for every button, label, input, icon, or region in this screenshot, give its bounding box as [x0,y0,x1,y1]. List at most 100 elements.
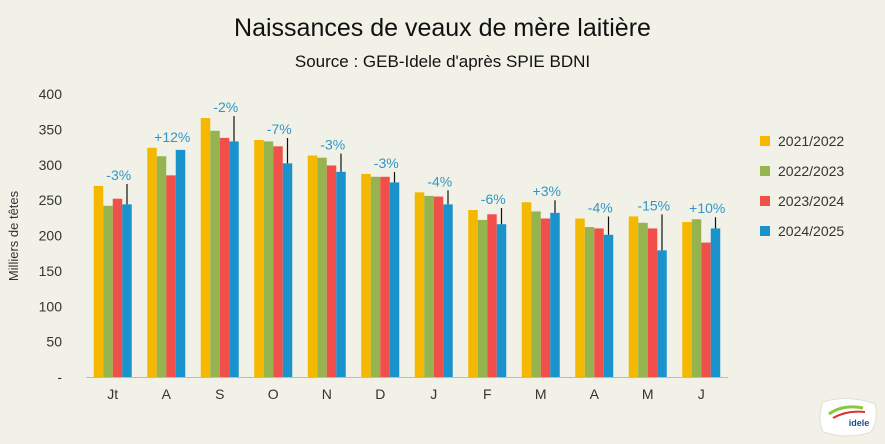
y-axis-title: Milliers de têtes [6,190,21,281]
bar-2023-2024 [273,146,283,377]
bar-2022-2023 [263,141,274,377]
y-tick-label: 250 [39,192,63,208]
bar-2022-2023 [156,156,167,377]
bar-2022-2023 [531,211,541,377]
legend-label: 2021/2022 [778,133,844,149]
legend-label: 2023/2024 [778,193,844,209]
bar-2021-2022 [361,173,371,377]
x-tick-label: F [483,386,492,402]
bar-2021-2022 [414,192,425,377]
chart-title: Naissances de veaux de mère laitière [234,14,651,42]
x-tick-label: D [375,386,385,402]
x-tick-label: M [642,386,654,402]
bar-2021-2022 [521,202,532,377]
bar-2023-2024 [594,228,604,377]
bar-2022-2023 [691,219,702,377]
bar-2024-2025 [710,228,721,377]
bar-2022-2023 [477,219,488,377]
bar-2024-2025 [603,234,614,377]
bar-2021-2022 [682,222,692,377]
percent-change-label: +12% [154,129,190,145]
percent-change-label: -2% [213,99,238,115]
bar-2022-2023 [584,227,595,377]
bar-2022-2023 [370,176,381,377]
percent-change-label: +10% [689,200,725,216]
bar-2021-2022 [254,139,264,377]
legend: 2021/2022 2022/2023 2023/2024 2024/2025 [760,133,844,239]
y-tick-label: 50 [46,334,62,350]
percent-change-label: -4% [588,200,613,216]
legend-label: 2022/2023 [778,163,844,179]
x-axis: Jt A S O N D J F M A M J [86,377,728,402]
bar-2023-2024 [380,176,390,377]
bar-2022-2023 [103,205,113,377]
x-tick-label: J [430,386,437,402]
idele-logo: idele [815,396,881,438]
percent-change-label: +3% [533,183,561,199]
legend-swatch [760,136,770,146]
bar-2022-2023 [317,157,327,377]
bar-2021-2022 [93,185,104,377]
logo-text: idele [849,418,870,428]
x-tick-label: N [322,386,332,402]
bar-2024-2025 [550,212,560,377]
bar-2024-2025 [336,171,346,377]
y-tick-label: 100 [39,298,63,314]
x-tick-label: S [215,386,224,402]
bar-2021-2022 [468,210,478,377]
y-tick-label: 150 [39,263,63,279]
percent-change-label: -4% [427,173,452,189]
legend-label: 2024/2025 [778,223,844,239]
chart-subtitle: Source : GEB-Idele d'après SPIE BDNI [294,52,591,71]
bar-2024-2025 [496,224,507,377]
y-tick-label: - [57,369,62,385]
x-tick-label: M [535,386,547,402]
percent-change-label: -7% [267,121,292,137]
bar-2023-2024 [487,214,497,377]
bar-2023-2024 [433,196,444,377]
x-tick-label: A [162,386,172,402]
bar-2023-2024 [219,137,230,377]
x-tick-label: O [268,386,279,402]
bar-2022-2023 [424,195,434,377]
legend-swatch [760,166,770,176]
bar-2021-2022 [628,216,639,377]
bar-2022-2023 [210,130,220,377]
bars [93,118,721,378]
bar-2021-2022 [147,147,157,377]
bar-2021-2022 [307,155,318,377]
annotations: -3% +12% -2% -7% -3% -3% -4% -6% +3% -4% -15% +10% [106,99,725,251]
x-tick-label: Jt [107,386,118,402]
bar-2021-2022 [575,218,585,377]
y-axis: - 50 100 150 200 250 300 350 400 [39,86,63,385]
bar-2021-2022 [200,118,211,378]
bar-2022-2023 [638,222,648,377]
percent-change-label: -3% [320,137,345,153]
y-tick-label: 300 [39,157,63,173]
bar-2024-2025 [443,204,453,377]
percent-change-label: -6% [481,191,506,207]
bar-2023-2024 [701,242,711,377]
bar-2023-2024 [540,218,551,377]
y-tick-label: 350 [39,121,63,137]
legend-swatch [760,196,770,206]
bar-2023-2024 [166,175,176,377]
bar-2024-2025 [657,250,667,377]
bar-2024-2025 [122,204,132,377]
x-tick-label: A [590,386,600,402]
percent-change-label: -15% [637,197,670,213]
bar-2024-2025 [282,163,293,377]
bar-2024-2025 [389,182,400,377]
legend-swatch [760,226,770,236]
bar-2024-2025 [175,149,186,377]
y-tick-label: 400 [39,86,63,102]
y-tick-label: 200 [39,228,63,244]
x-tick-label: J [698,386,705,402]
bar-2023-2024 [112,198,123,377]
percent-change-label: -3% [374,155,399,171]
bar-2023-2024 [326,165,337,377]
percent-change-label: -3% [106,167,131,183]
bar-2024-2025 [229,141,239,377]
bar-2023-2024 [647,228,658,377]
